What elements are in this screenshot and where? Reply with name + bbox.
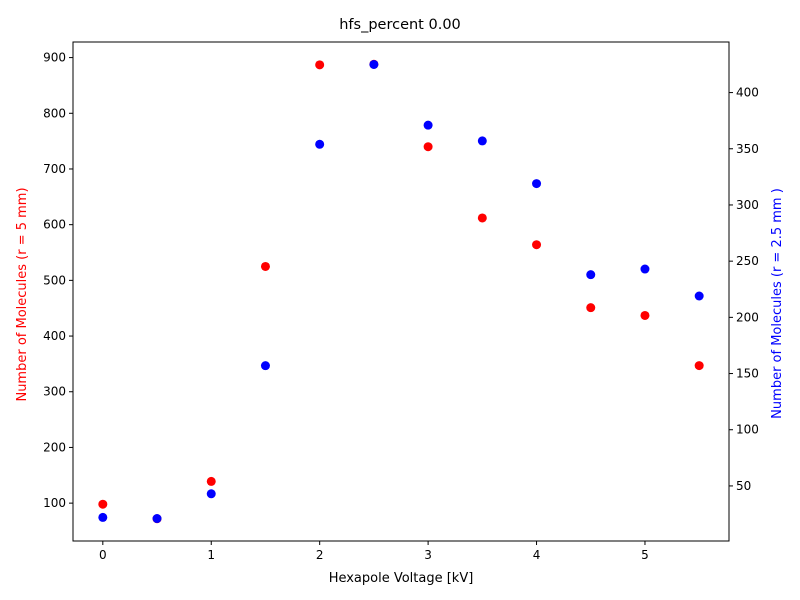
chart-title: hfs_percent 0.00 [339,17,461,33]
blue-data-point [532,179,542,189]
left-y-tick-label: 200 [43,440,66,454]
right-y-tick-label: 300 [736,198,759,212]
x-tick-label: 4 [533,548,541,562]
left-y-tick-label: 600 [43,218,66,232]
left-y-tick-label: 500 [43,273,66,287]
right-y-tick-label: 250 [736,254,759,268]
x-tick-label: 0 [99,548,107,562]
right-y-axis-label: Number of Molecules (r = 2.5 mm ) [770,188,785,419]
left-y-tick-label: 700 [43,162,66,176]
red-data-point [694,361,704,371]
plot-points [98,59,704,524]
left-y-tick-label: 300 [43,385,66,399]
right-y-tick-label: 200 [736,310,759,324]
red-data-point [477,213,487,223]
blue-data-point [206,489,216,499]
left-y-tick-label: 900 [43,51,66,65]
red-data-point [98,499,108,509]
red-data-point [260,261,270,271]
x-tick-label: 3 [424,548,432,562]
blue-data-point [152,514,162,524]
red-data-point [640,310,650,320]
x-tick-label: 2 [316,548,324,562]
left-y-axis-label: Number of Molecules (r = 5 mm) [15,187,30,401]
right-y-tick-label: 100 [736,423,759,437]
plot-frame [72,41,730,542]
x-tick-label: 5 [641,548,649,562]
right-y-axis: 50 100 150 200 250 300 350 400 [729,86,759,493]
left-y-tick-label: 400 [43,329,66,343]
red-data-point [586,303,596,313]
x-axis-label: Hexapole Voltage [kV] [329,571,474,586]
red-data-point [206,476,216,486]
red-data-point [532,240,542,250]
blue-data-point [477,136,487,146]
left-y-tick-label: 800 [43,106,66,120]
blue-data-point [423,120,433,130]
blue-data-point [694,291,704,301]
red-data-point [315,60,325,70]
blue-data-point [98,512,108,522]
left-y-tick-label: 100 [43,496,66,510]
left-y-axis: 100 200 300 400 500 600 700 800 900 [43,51,73,510]
red-data-point [423,142,433,152]
right-y-tick-label: 350 [736,142,759,156]
right-y-tick-label: 400 [736,86,759,100]
blue-data-point [640,264,650,274]
right-y-tick-label: 50 [736,479,751,493]
right-y-tick-label: 150 [736,367,759,381]
x-axis: 0 1 2 3 4 5 [99,541,649,562]
x-tick-label: 1 [207,548,215,562]
blue-data-point [586,270,596,280]
blue-data-point [315,139,325,149]
blue-data-point [369,59,379,69]
blue-data-point [260,361,270,371]
